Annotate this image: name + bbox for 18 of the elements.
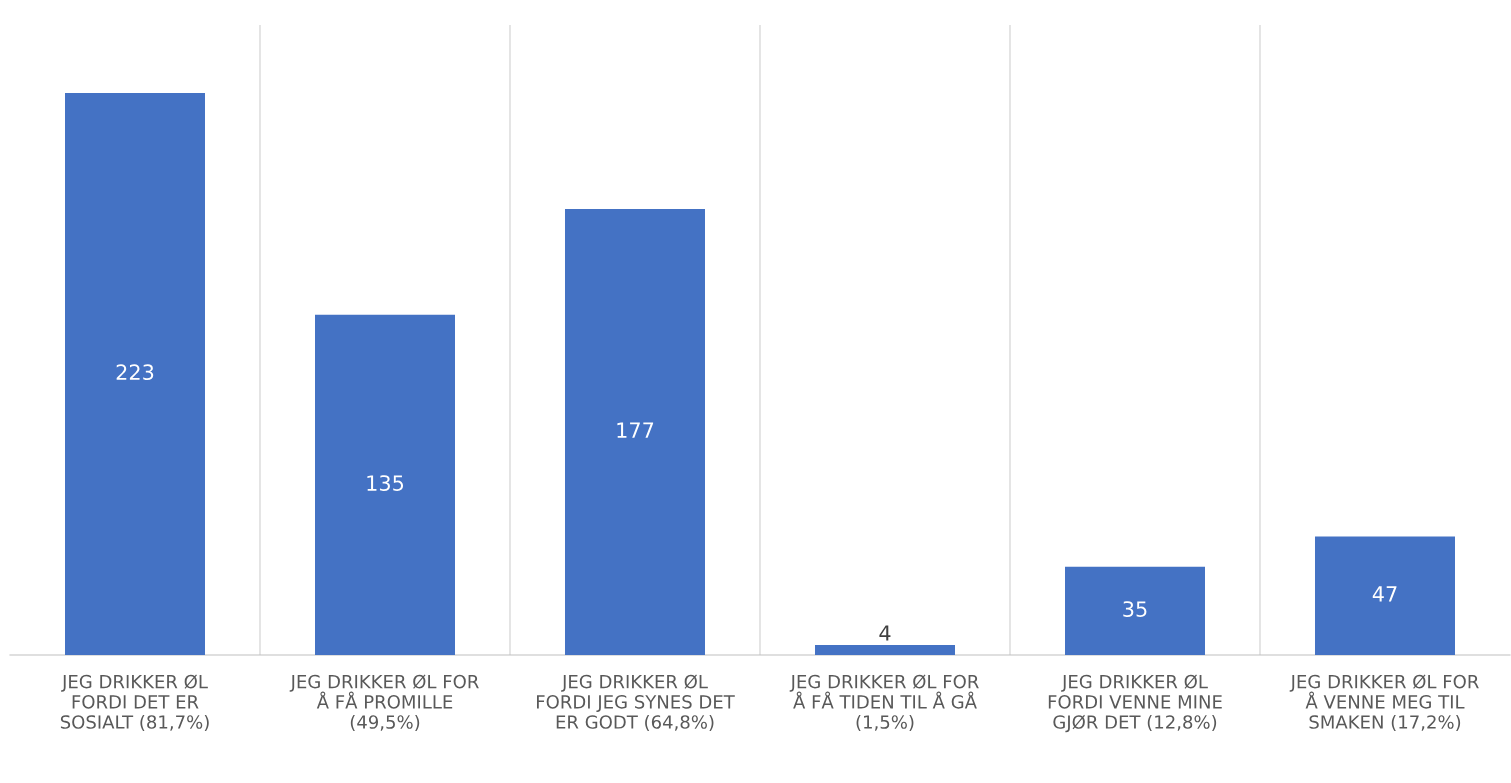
x-tick-label: JEG DRIKKER ØL FORDI JEG SYNES DET ER GODT (64,8%): [537, 674, 735, 731]
data-label: 35: [1123, 601, 1147, 617]
x-tick-label: JEG DRIKKER ØL FOR Å FÅ PROMILLE (49,5%): [289, 674, 479, 731]
data-label: 47: [1372, 586, 1397, 602]
bar: [315, 314, 455, 655]
data-label: 4: [879, 625, 891, 641]
data-label: 223: [116, 364, 154, 381]
x-tick-label: JEG DRIKKER ØL FOR Å FÅ TIDEN TIL Å GÅ (1,5%): [789, 674, 979, 731]
bar: [1315, 536, 1455, 655]
x-tick-label: JEG DRIKKER ØL FORDI VENNE MINE GJØR DET (12,8%): [1048, 674, 1222, 733]
bar: [1065, 566, 1205, 655]
x-tick-label: JEG DRIKKER ØL FOR Å VENNE MEG TIL SMAKEN (17,2%): [1289, 674, 1479, 731]
data-label: 177: [617, 422, 654, 438]
data-label: 135: [367, 475, 404, 491]
bar: [65, 93, 205, 655]
x-tick-label: JEG DRIKKER ØL FORDI DET ER SOSIALT (81,7%): [60, 674, 209, 731]
bar: [815, 644, 955, 655]
bar: [565, 208, 705, 655]
